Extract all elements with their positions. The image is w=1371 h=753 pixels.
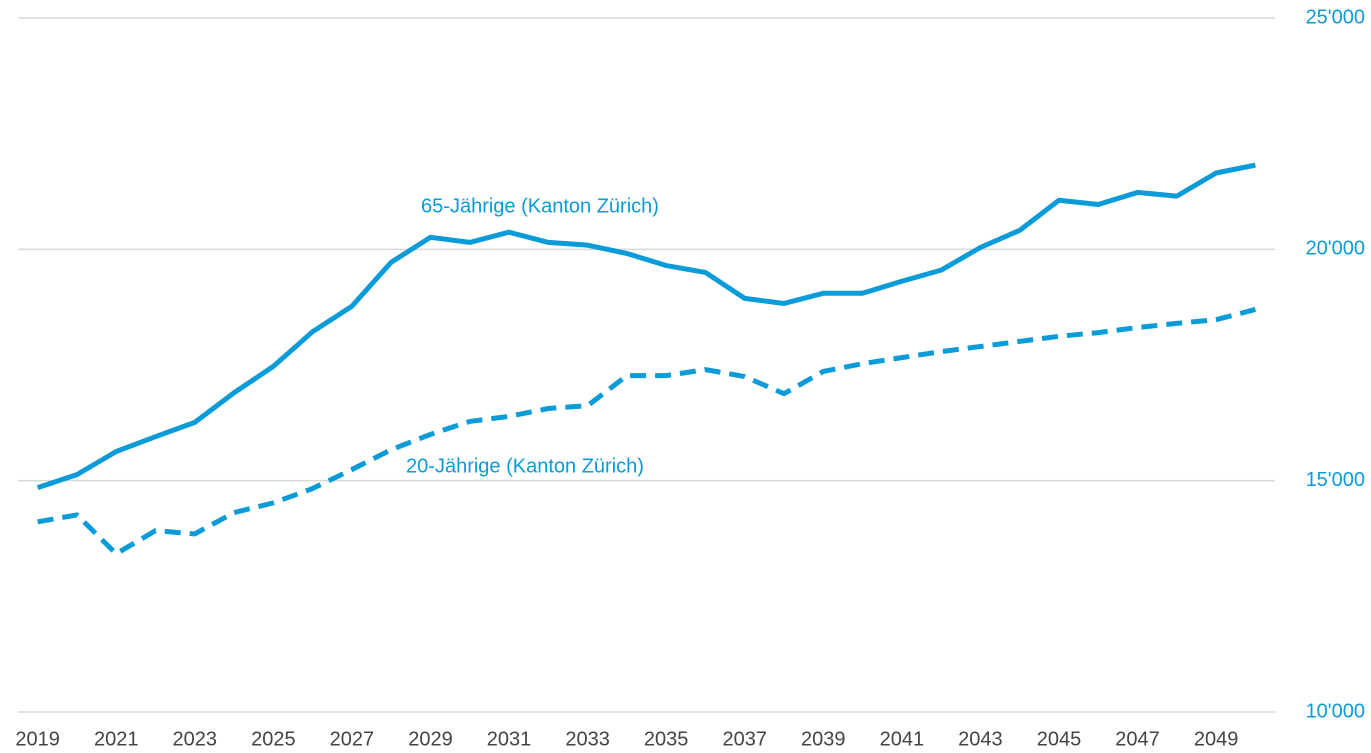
x-tick-label: 2021 xyxy=(94,728,139,750)
x-tick-label: 2033 xyxy=(565,728,610,750)
x-tick-label: 2027 xyxy=(330,728,375,750)
x-tick-label: 2031 xyxy=(487,728,532,750)
x-tick-label: 2025 xyxy=(251,728,296,750)
y-tick-label: 25'000 xyxy=(1306,6,1365,28)
x-tick-label: 2045 xyxy=(1037,728,1082,750)
series-label: 20-Jährige (Kanton Zürich) xyxy=(406,455,644,477)
y-tick-label: 15'000 xyxy=(1306,469,1365,491)
x-tick-label: 2041 xyxy=(880,728,925,750)
x-tick-label: 2023 xyxy=(173,728,218,750)
y-tick-label: 10'000 xyxy=(1306,700,1365,722)
x-tick-label: 2035 xyxy=(644,728,689,750)
x-tick-label: 2019 xyxy=(15,728,60,750)
x-tick-label: 2049 xyxy=(1194,728,1239,750)
x-tick-label: 2037 xyxy=(722,728,767,750)
x-tick-label: 2043 xyxy=(958,728,1003,750)
x-tick-label: 2047 xyxy=(1115,728,1160,750)
series-line xyxy=(36,162,1256,490)
series-label: 65-Jährige (Kanton Zürich) xyxy=(421,195,659,217)
x-tick-label: 2029 xyxy=(408,728,453,750)
x-tick-label: 2039 xyxy=(801,728,846,750)
y-tick-label: 20'000 xyxy=(1306,238,1365,260)
series-line xyxy=(37,307,1256,557)
